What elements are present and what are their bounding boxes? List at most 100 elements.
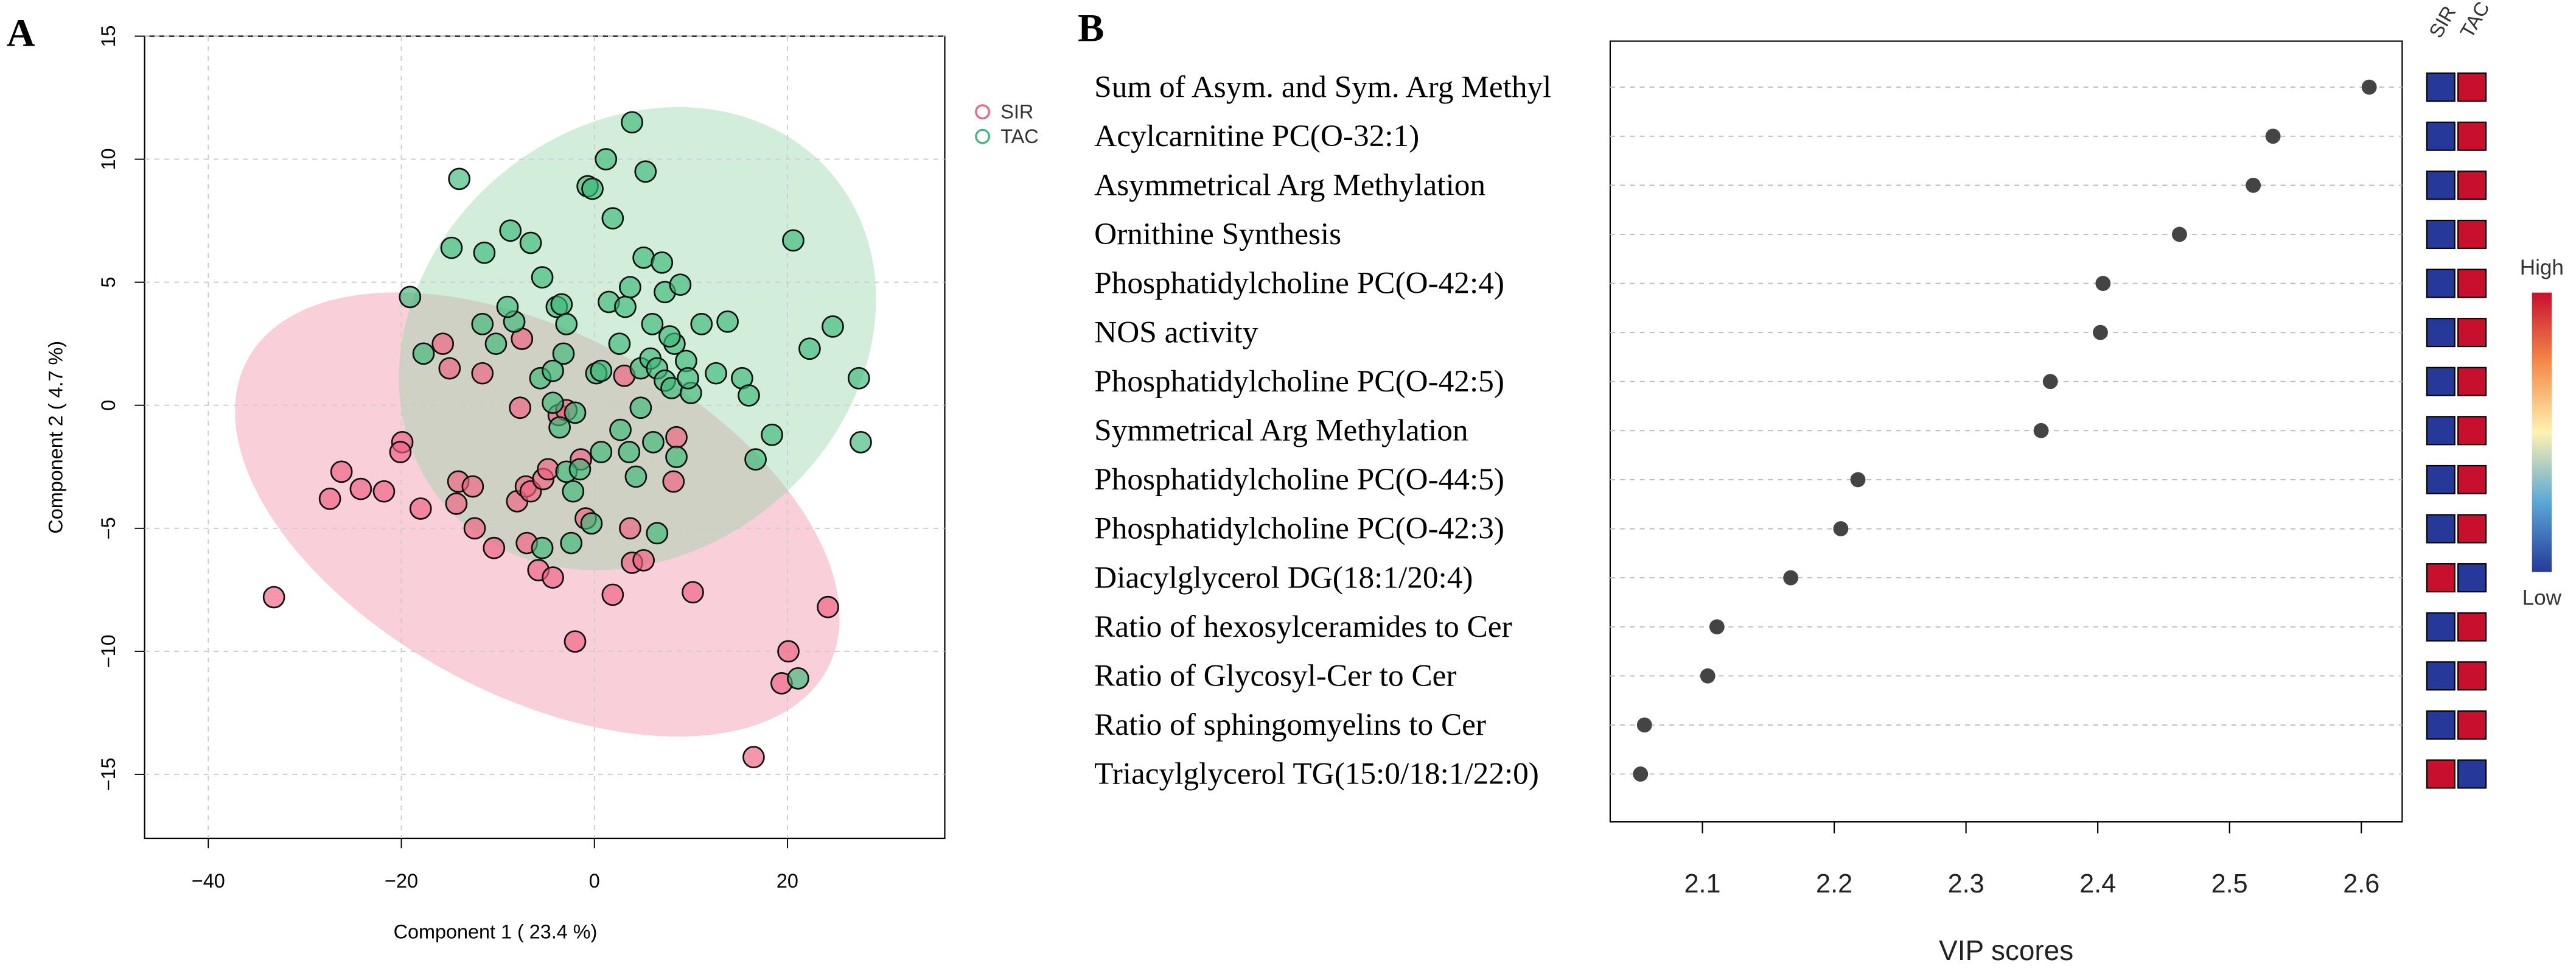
point xyxy=(509,396,531,419)
point xyxy=(499,219,522,242)
point xyxy=(496,295,519,318)
dot xyxy=(1700,668,1716,684)
point xyxy=(262,586,285,609)
legend-label: SIR xyxy=(1000,100,1033,122)
row-label: Phosphatidylcholine PC(O-42:4) xyxy=(1094,266,1504,301)
row-label: Ratio of sphingomyelins to Cer xyxy=(1094,707,1486,742)
dot xyxy=(1633,766,1649,782)
dot xyxy=(1636,717,1652,733)
heat-cell xyxy=(2426,121,2456,151)
point xyxy=(847,366,870,390)
heat-cell xyxy=(2457,710,2487,740)
x-tick-label: 2.4 xyxy=(2079,869,2116,899)
point xyxy=(646,522,669,545)
point xyxy=(580,512,603,535)
heat-cell xyxy=(2426,72,2456,102)
point xyxy=(555,312,578,335)
row-label: Acylcarnitine PC(O-32:1) xyxy=(1094,119,1419,153)
panel-label: B xyxy=(1078,7,1104,51)
point xyxy=(669,273,692,296)
point xyxy=(349,477,372,500)
heat-cell xyxy=(2457,72,2487,102)
row-label: Phosphatidylcholine PC(O-42:5) xyxy=(1094,364,1504,399)
point xyxy=(632,246,655,269)
point xyxy=(619,517,641,540)
heat-cell xyxy=(2457,563,2487,593)
y-tick-label: −10 xyxy=(97,634,119,668)
point xyxy=(822,315,844,338)
point xyxy=(601,207,624,230)
point xyxy=(609,418,632,441)
legend-marker xyxy=(975,128,990,144)
heat-cell xyxy=(2457,219,2487,249)
plot-frame-a xyxy=(144,35,946,840)
point xyxy=(548,416,571,439)
point xyxy=(624,465,647,488)
x-axis-label: VIP scores xyxy=(1939,934,2073,966)
point xyxy=(372,480,396,503)
point xyxy=(690,312,713,335)
heat-cell xyxy=(2457,661,2487,691)
point xyxy=(330,460,353,483)
heat-cell xyxy=(2457,612,2487,642)
point xyxy=(641,312,664,335)
point xyxy=(677,366,699,390)
point xyxy=(658,325,681,348)
y-tick-label: 5 xyxy=(97,277,119,288)
x-tick-label: −40 xyxy=(192,870,225,892)
point xyxy=(744,448,767,471)
point xyxy=(552,342,575,365)
point xyxy=(682,581,704,604)
point xyxy=(537,458,559,481)
legend-label: TAC xyxy=(1000,125,1038,147)
heat-cell xyxy=(2457,366,2487,396)
point xyxy=(761,423,783,446)
point xyxy=(471,362,494,385)
point xyxy=(564,630,587,653)
heat-cell xyxy=(2426,759,2456,789)
dot xyxy=(2361,79,2377,95)
x-tick-label: 2.3 xyxy=(1948,869,1984,899)
point xyxy=(542,359,564,382)
heat-cell xyxy=(2457,121,2487,151)
point xyxy=(629,396,652,419)
point xyxy=(550,293,573,316)
point xyxy=(608,332,631,356)
y-tick-label: −5 xyxy=(97,517,119,539)
legend-marker xyxy=(975,104,990,120)
point xyxy=(618,441,641,463)
x-tick-label: 0 xyxy=(589,870,600,892)
x-tick-label: 20 xyxy=(777,870,798,892)
point xyxy=(438,357,461,380)
dot xyxy=(1783,570,1799,586)
point xyxy=(564,401,587,424)
colorbar xyxy=(2532,292,2552,572)
point xyxy=(531,266,554,289)
heat-cell xyxy=(2457,464,2487,494)
dot xyxy=(2265,128,2281,144)
heat-cell xyxy=(2426,612,2456,642)
point xyxy=(440,236,463,259)
y-tick-label: −15 xyxy=(97,758,119,791)
dot xyxy=(1833,521,1849,536)
point xyxy=(448,167,471,191)
dot xyxy=(1850,472,1866,488)
y-tick-label: 15 xyxy=(97,25,119,47)
point xyxy=(581,177,604,200)
heat-cell xyxy=(2457,268,2487,298)
point xyxy=(787,667,809,690)
point xyxy=(850,430,872,454)
dot xyxy=(2246,177,2261,193)
point xyxy=(542,566,564,589)
point xyxy=(738,384,760,407)
heat-cell xyxy=(2426,366,2456,396)
row-label: Asymmetrical Arg Methylation xyxy=(1094,168,1485,203)
point xyxy=(590,359,613,382)
point xyxy=(716,310,739,333)
heat-cell xyxy=(2426,514,2456,544)
heat-cell xyxy=(2457,416,2487,446)
heat-cell xyxy=(2457,759,2487,789)
point xyxy=(519,231,542,254)
